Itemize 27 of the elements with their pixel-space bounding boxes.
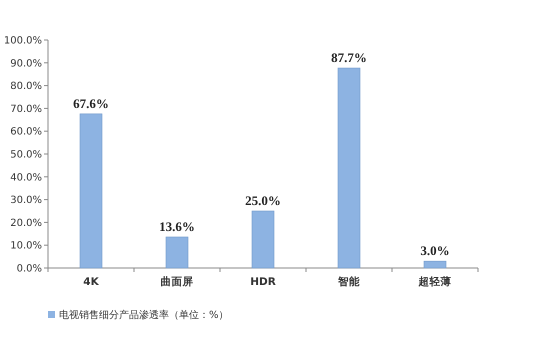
x-tick-label: 4K bbox=[83, 276, 100, 288]
y-tick-label: 80.0% bbox=[10, 81, 42, 92]
legend-label: 电视销售细分产品渗透率（单位：%） bbox=[59, 309, 229, 321]
bar bbox=[424, 260, 446, 268]
y-tick-label: 30.0% bbox=[10, 195, 42, 206]
data-label: 25.0% bbox=[245, 193, 281, 208]
data-label: 3.0% bbox=[420, 243, 450, 258]
y-tick-label: 100.0% bbox=[4, 36, 42, 46]
y-tick-label: 0.0% bbox=[16, 264, 42, 274]
bar bbox=[252, 210, 274, 268]
x-tick-label: 超轻薄 bbox=[418, 275, 452, 288]
y-tick-label: 60.0% bbox=[10, 126, 42, 138]
data-label: 13.6% bbox=[159, 218, 195, 234]
y-tick-label: 70.0% bbox=[10, 104, 42, 115]
y-tick-label: 50.0% bbox=[10, 150, 42, 160]
x-tick-label: 智能 bbox=[337, 275, 361, 288]
bar bbox=[80, 114, 102, 268]
bar bbox=[166, 236, 188, 268]
data-label: 87.7% bbox=[331, 50, 367, 66]
y-tick-label: 10.0% bbox=[10, 240, 42, 252]
bar bbox=[338, 68, 360, 268]
y-tick-label: 20.0% bbox=[10, 218, 42, 229]
x-tick-label: HDR bbox=[250, 276, 276, 288]
x-tick-label: 曲面屏 bbox=[160, 275, 194, 288]
y-tick-label: 40.0% bbox=[10, 172, 42, 184]
y-tick-label: 90.0% bbox=[10, 58, 42, 70]
data-label: 67.6% bbox=[73, 96, 109, 111]
